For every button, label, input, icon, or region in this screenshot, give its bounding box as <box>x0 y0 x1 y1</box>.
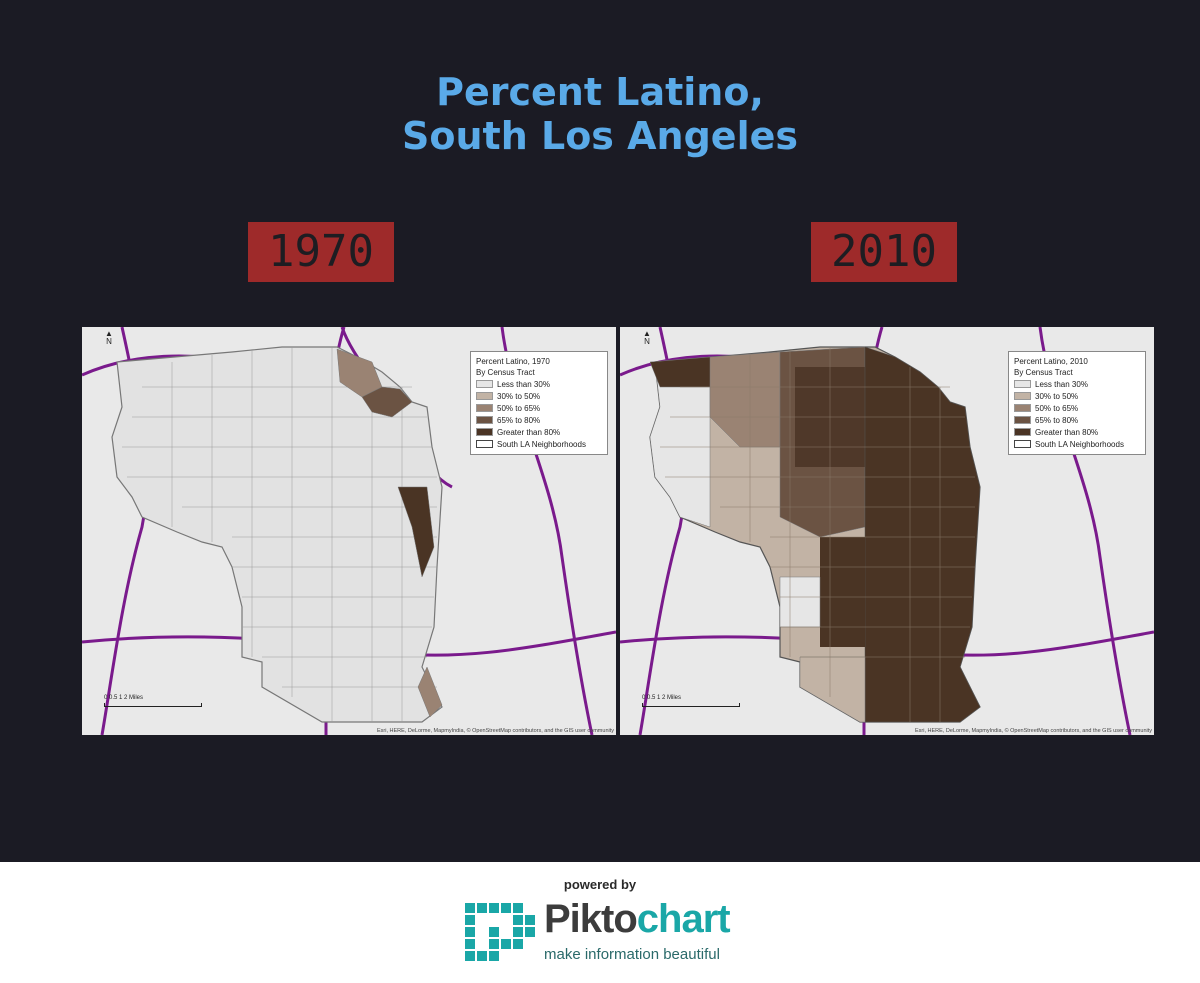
tract-30-50-sw <box>799 656 866 723</box>
tract-over-80-east <box>864 346 981 723</box>
tract-grid <box>660 347 975 722</box>
legend-2010: Percent Latino, 2010 By Census Tract Les… <box>1008 351 1146 455</box>
footer: powered by Piktochart make information b… <box>0 862 1200 983</box>
title-line-1: Percent Latino, <box>436 70 764 114</box>
legend-subtitle: By Census Tract <box>476 368 535 377</box>
tract-over-80 <box>397 486 435 578</box>
legend-item: 50% to 65% <box>476 402 602 414</box>
legend-subtitle: By Census Tract <box>1014 368 1073 377</box>
legend-item: Less than 30% <box>476 378 602 390</box>
scale-bar: 0 0.5 1 2 Miles <box>642 695 740 707</box>
piktochart-logo-icon <box>465 903 535 961</box>
tract-50-65-se <box>417 666 443 718</box>
legend-item: 30% to 50% <box>476 390 602 402</box>
north-arrow: ▲ N <box>105 329 113 346</box>
legend-title: Percent Latino, 2010 <box>1014 357 1088 366</box>
legend-item: Greater than 80% <box>476 426 602 438</box>
page-title: Percent Latino, South Los Angeles <box>0 70 1200 158</box>
title-line-2: South Los Angeles <box>402 114 798 158</box>
legend-item: South LA Neighborhoods <box>1014 438 1140 450</box>
legend-item: Greater than 80% <box>1014 426 1140 438</box>
legend-item: 65% to 80% <box>1014 414 1140 426</box>
map-1970: ▲ N Percent Latino, 1970 By Census Tract … <box>82 327 616 735</box>
legend-item: Less than 30% <box>1014 378 1140 390</box>
legend-item: 30% to 50% <box>1014 390 1140 402</box>
scale-bar: 0 0.5 1 2 Miles <box>104 695 202 707</box>
powered-by-text: powered by <box>563 877 637 892</box>
year-badge-1970: 1970 <box>248 222 394 282</box>
legend-title: Percent Latino, 1970 <box>476 357 550 366</box>
legend-item: 65% to 80% <box>476 414 602 426</box>
map-credits: Esri, HERE, DeLorme, MapmyIndia, © OpenS… <box>915 728 1152 734</box>
legend-1970: Percent Latino, 1970 By Census Tract Les… <box>470 351 608 455</box>
year-badge-2010: 2010 <box>811 222 957 282</box>
brand-tagline: make information beautiful <box>544 946 720 963</box>
tract-grid <box>122 347 437 722</box>
legend-item: South LA Neighborhoods <box>476 438 602 450</box>
tract-65-80 <box>361 386 413 418</box>
map-2010: ▲ N Percent Latino, 2010 By Census Tract … <box>620 327 1154 735</box>
tract-over-80-south <box>820 537 865 647</box>
legend-item: 50% to 65% <box>1014 402 1140 414</box>
tract-under-30-south <box>779 576 821 628</box>
map-1970-svg <box>82 327 616 735</box>
map-2010-svg <box>620 327 1154 735</box>
map-credits: Esri, HERE, DeLorme, MapmyIndia, © OpenS… <box>377 728 614 734</box>
brand-name: Piktochart <box>544 897 731 941</box>
north-arrow: ▲ N <box>643 329 651 346</box>
